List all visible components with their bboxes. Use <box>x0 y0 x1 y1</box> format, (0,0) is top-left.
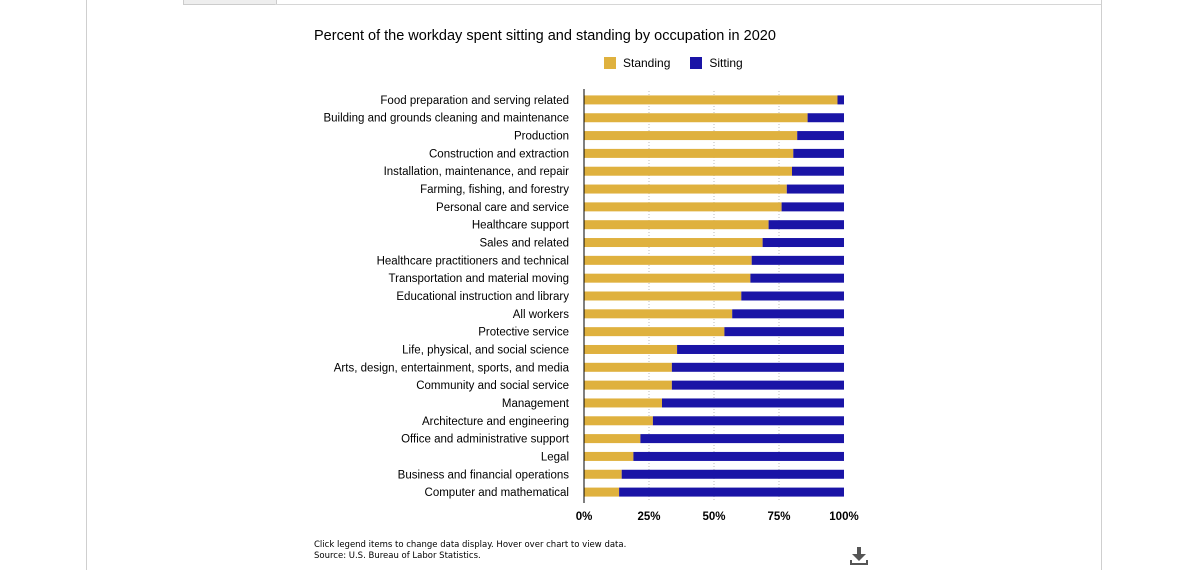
x-tick-label: 100% <box>829 511 858 523</box>
bar-sitting <box>619 487 844 497</box>
category-label: Building and grounds cleaning and mainte… <box>323 113 569 125</box>
bar-standing <box>584 344 678 354</box>
bar-sitting <box>671 362 844 372</box>
bar-standing <box>584 220 769 230</box>
category-label: Computer and mathematical <box>425 487 569 499</box>
category-label: Business and financial operations <box>398 469 570 481</box>
bar-standing <box>584 184 787 194</box>
bar-sitting <box>732 309 844 319</box>
bar-standing <box>584 148 794 158</box>
bar-sitting <box>762 238 844 248</box>
bar-sitting <box>751 255 844 265</box>
top-rule <box>275 4 1101 5</box>
bar-standing <box>584 202 782 212</box>
category-label: Production <box>514 131 569 143</box>
bar-standing <box>584 273 751 283</box>
bar-sitting <box>797 131 844 141</box>
category-label: Architecture and engineering <box>422 416 569 428</box>
category-label: Management <box>502 398 570 410</box>
chart-title: Percent of the workday spent sitting and… <box>314 28 776 44</box>
legend-item-standing[interactable]: Standing <box>604 56 670 70</box>
category-label: Sales and related <box>479 238 569 250</box>
bar-sitting <box>677 344 844 354</box>
legend-swatch-standing <box>604 57 616 69</box>
bar-sitting <box>621 469 844 479</box>
bar-standing <box>584 469 622 479</box>
category-label: Protective service <box>478 327 569 339</box>
x-tick-label: 50% <box>702 511 725 523</box>
bar-sitting <box>724 327 844 337</box>
category-label: Farming, fishing, and forestry <box>420 184 569 196</box>
category-label: Educational instruction and library <box>396 291 569 303</box>
bar-sitting <box>750 273 844 283</box>
bar-standing <box>584 398 662 408</box>
bar-sitting <box>662 398 844 408</box>
bar-sitting <box>671 380 844 390</box>
bar-standing <box>584 131 798 141</box>
category-label: Food preparation and serving related <box>380 95 569 107</box>
bar-sitting <box>837 95 844 105</box>
bar-sitting <box>793 148 844 158</box>
category-label: Community and social service <box>416 380 569 392</box>
bar-standing <box>584 113 808 123</box>
bar-standing <box>584 451 634 461</box>
category-label: Installation, maintenance, and repair <box>384 166 570 178</box>
bar-standing <box>584 166 792 176</box>
bar-sitting <box>652 416 844 426</box>
bar-standing <box>584 380 672 390</box>
x-tick-label: 0% <box>576 511 593 523</box>
page-border-right <box>1101 0 1102 570</box>
bar-standing <box>584 487 620 497</box>
download-icon <box>850 547 868 565</box>
download-button[interactable] <box>848 546 870 566</box>
category-label: Life, physical, and social science <box>402 344 569 356</box>
page-border-left <box>86 0 87 570</box>
category-label: Transportation and material moving <box>389 273 569 285</box>
category-label: Legal <box>541 451 569 463</box>
bar-sitting <box>807 113 844 123</box>
chart-legend: Standing Sitting <box>604 56 743 70</box>
category-label: Personal care and service <box>436 202 569 214</box>
x-tick-label: 25% <box>637 511 660 523</box>
legend-label-standing: Standing <box>623 56 671 70</box>
bar-sitting <box>786 184 844 194</box>
bar-standing <box>584 416 653 426</box>
footer-source: Source: U.S. Bureau of Labor Statistics. <box>314 551 481 561</box>
bar-standing <box>584 95 838 105</box>
category-label: All workers <box>513 309 569 321</box>
category-label: Healthcare support <box>472 220 570 232</box>
bar-sitting <box>768 220 844 230</box>
bar-standing <box>584 362 672 372</box>
bar-standing <box>584 434 641 444</box>
bar-standing <box>584 238 763 248</box>
bar-sitting <box>640 434 844 444</box>
legend-label-sitting: Sitting <box>709 56 743 70</box>
bar-standing <box>584 309 733 319</box>
bar-standing <box>584 291 742 301</box>
bar-sitting <box>741 291 844 301</box>
bar-standing <box>584 327 725 337</box>
x-tick-label: 75% <box>767 511 790 523</box>
legend-swatch-sitting <box>690 57 703 69</box>
legend-item-sitting[interactable]: Sitting <box>690 56 743 70</box>
footer-instructions: Click legend items to change data displa… <box>314 540 627 550</box>
bar-standing <box>584 255 752 265</box>
category-label: Office and administrative support <box>401 434 570 446</box>
category-label: Arts, design, entertainment, sports, and… <box>334 362 570 374</box>
chart-footer: Click legend items to change data displa… <box>314 540 626 562</box>
category-label: Construction and extraction <box>429 148 569 160</box>
bar-sitting <box>781 202 844 212</box>
bar-sitting <box>792 166 844 176</box>
category-label: Healthcare practitioners and technical <box>377 255 569 267</box>
bar-sitting <box>633 451 844 461</box>
top-tab[interactable] <box>183 0 277 5</box>
